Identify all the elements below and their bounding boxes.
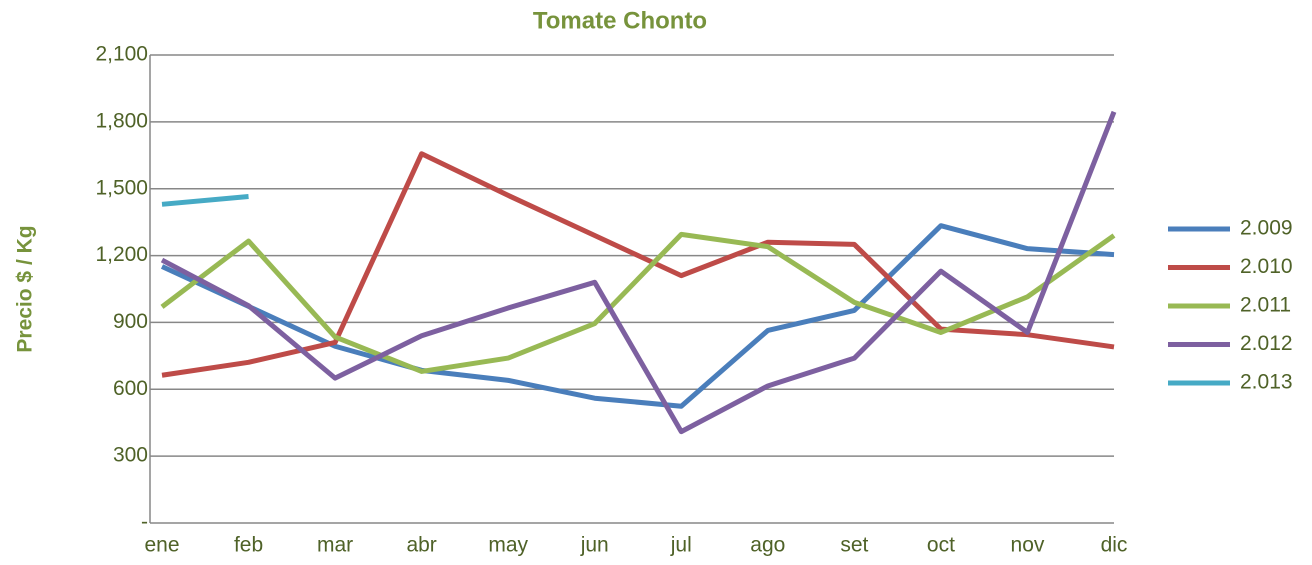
legend-label: 2.013: [1240, 371, 1293, 394]
y-tick-label: 1,200: [95, 243, 148, 266]
x-tick-label: may: [488, 534, 528, 557]
x-tick-label: ene: [144, 534, 179, 557]
x-tick-label: feb: [234, 534, 263, 557]
y-tick-label: 300: [113, 444, 148, 467]
x-tick-label: dic: [1101, 534, 1128, 557]
y-tick-label: -: [141, 511, 148, 534]
x-tick-label: set: [840, 534, 868, 557]
x-tick-label: abr: [406, 534, 436, 557]
x-tick-label: mar: [317, 534, 353, 557]
series-line: [160, 231, 1116, 374]
y-tick-label: 600: [113, 377, 148, 400]
legend-label: 2.010: [1240, 255, 1293, 278]
series-line: [161, 194, 249, 207]
x-tick-label: ago: [750, 534, 785, 557]
y-axis-label: Precio $ / Kg: [14, 225, 37, 352]
x-tick-label: jun: [580, 534, 609, 557]
x-tick-label: jul: [670, 534, 692, 557]
series-line: [161, 151, 1115, 378]
legend-label: 2.009: [1240, 217, 1293, 240]
legend-label: 2.011: [1240, 294, 1291, 317]
series-line: [160, 223, 1115, 409]
y-tick-label: 1,800: [95, 109, 148, 132]
y-tick-label: 2,100: [95, 43, 148, 66]
y-tick-label: 900: [113, 310, 148, 333]
x-tick-label: nov: [1011, 534, 1045, 557]
y-tick-label: 1,500: [95, 176, 148, 199]
series-line: [160, 110, 1117, 435]
legend-label: 2.012: [1240, 332, 1293, 355]
x-tick-label: oct: [927, 534, 955, 557]
chart-title: Tomate Chonto: [533, 7, 707, 34]
